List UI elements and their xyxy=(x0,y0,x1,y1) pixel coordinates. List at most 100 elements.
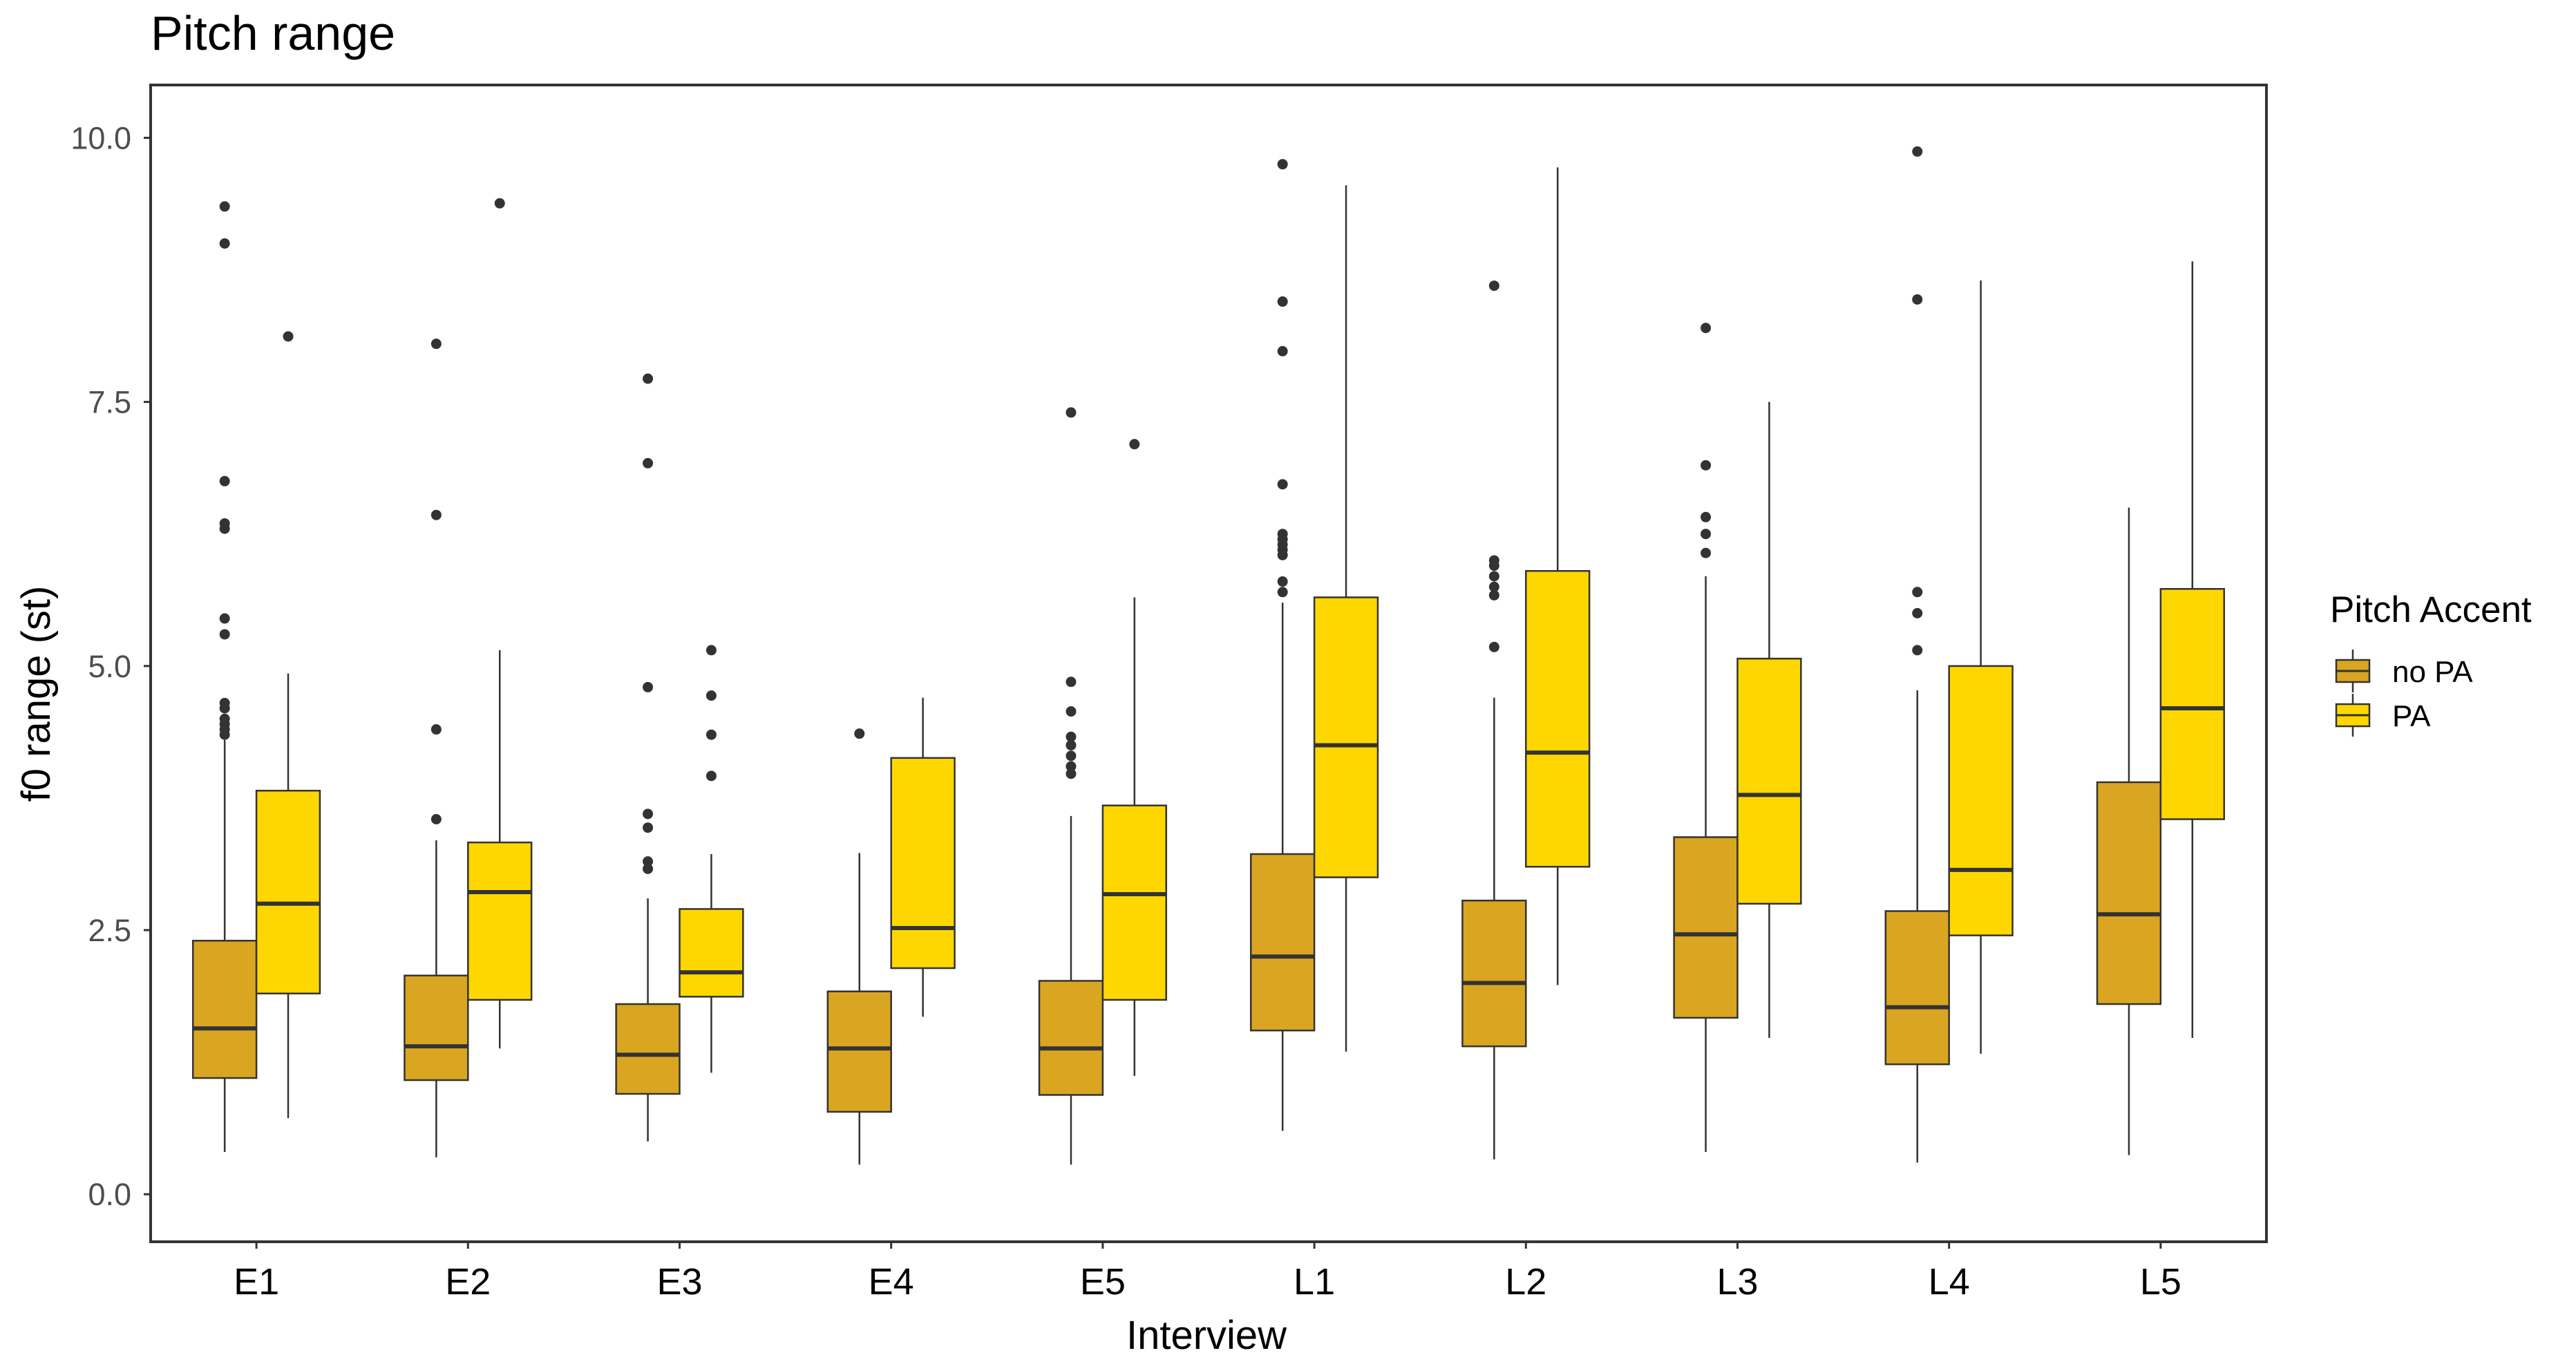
legend: Pitch Accent no PA PA xyxy=(2330,589,2532,737)
outlier-point xyxy=(1277,529,1288,540)
box-E3-PA xyxy=(679,645,744,1073)
y-tick-label: 0.0 xyxy=(88,1177,131,1212)
outlier-point xyxy=(430,724,442,735)
outlier-point xyxy=(1066,750,1077,762)
iqr-box xyxy=(255,789,321,994)
outlier-point xyxy=(1066,677,1077,688)
y-axis-title: f0 range (st) xyxy=(14,586,59,802)
outlier-point xyxy=(1912,146,1923,157)
iqr-box xyxy=(1038,980,1104,1096)
box-L5-no-PA xyxy=(2096,507,2162,1155)
x-axis-title: Interview xyxy=(1126,1313,1287,1358)
box-L2-PA xyxy=(1525,167,1591,985)
iqr-box xyxy=(1736,657,1802,905)
iqr-box xyxy=(826,990,892,1113)
iqr-box xyxy=(1101,804,1168,1001)
legend-label: no PA xyxy=(2392,655,2473,689)
box-E1-PA xyxy=(255,331,321,1119)
outlier-point xyxy=(1066,761,1077,772)
outlier-point xyxy=(1066,407,1077,418)
x-tick-label: L2 xyxy=(1505,1261,1546,1303)
x-tick-label: E5 xyxy=(1080,1261,1126,1303)
outlier-point xyxy=(643,856,654,867)
outlier-point xyxy=(1066,731,1077,742)
box-E3-no-PA xyxy=(615,373,681,1142)
box-L4-PA xyxy=(1948,280,2014,1054)
outlier-point xyxy=(1277,587,1288,598)
outlier-point xyxy=(219,629,230,640)
x-tick-label: E1 xyxy=(234,1261,279,1303)
outlier-point xyxy=(1701,547,1712,558)
box-E5-PA xyxy=(1101,439,1168,1076)
iqr-box xyxy=(679,908,744,998)
outlier-point xyxy=(283,331,294,342)
iqr-box xyxy=(1525,569,1591,868)
x-tick-label: L4 xyxy=(1929,1261,1970,1303)
outlier-point xyxy=(1066,739,1077,750)
outlier-point xyxy=(219,518,230,529)
outlier-point xyxy=(219,475,230,486)
outlier-point xyxy=(1912,294,1923,305)
box-L3-PA xyxy=(1736,401,1802,1038)
outlier-point xyxy=(1277,346,1288,357)
outlier-point xyxy=(643,808,654,820)
outlier-point xyxy=(1277,296,1288,307)
box-E4-no-PA xyxy=(826,728,892,1165)
outlier-point xyxy=(430,339,442,350)
box-L1-no-PA xyxy=(1249,159,1316,1131)
x-tick-label: E3 xyxy=(656,1261,702,1303)
outlier-point xyxy=(1129,439,1140,450)
box-E1-no-PA xyxy=(191,201,258,1153)
iqr-box xyxy=(890,757,956,970)
outlier-point xyxy=(1488,589,1499,600)
outlier-point xyxy=(430,813,442,824)
outlier-point xyxy=(643,373,654,384)
box-E2-no-PA xyxy=(404,339,469,1157)
outlier-point xyxy=(705,729,717,740)
iqr-box xyxy=(404,974,469,1081)
y-tick-label: 10.0 xyxy=(70,120,131,155)
outlier-point xyxy=(705,690,717,701)
box-L1-PA xyxy=(1313,185,1379,1052)
outlier-point xyxy=(1277,479,1288,490)
outlier-point xyxy=(643,822,654,833)
iqr-box xyxy=(1948,665,2014,936)
outlier-point xyxy=(219,613,230,624)
iqr-box xyxy=(1313,596,1379,878)
iqr-box xyxy=(467,841,533,1001)
outlier-point xyxy=(219,238,230,249)
box-E2-PA xyxy=(467,198,533,1049)
outlier-point xyxy=(1277,159,1288,170)
iqr-box xyxy=(1249,853,1316,1032)
x-tick-label: E4 xyxy=(869,1261,914,1303)
outlier-point xyxy=(1066,706,1077,717)
outlier-point xyxy=(1912,607,1923,618)
outlier-point xyxy=(219,713,230,724)
iqr-box xyxy=(1673,836,1739,1019)
outlier-point xyxy=(430,509,442,520)
outlier-point xyxy=(1488,280,1499,291)
outlier-point xyxy=(1701,460,1712,471)
x-tick-label: L5 xyxy=(2140,1261,2181,1303)
outlier-point xyxy=(1488,555,1499,566)
box-E5-no-PA xyxy=(1038,407,1104,1165)
legend-item-no-PA: no PA xyxy=(2335,650,2473,692)
outlier-point xyxy=(219,697,230,708)
box-L4-no-PA xyxy=(1884,146,1950,1163)
outlier-point xyxy=(643,457,654,469)
chart-title: Pitch range xyxy=(151,6,395,60)
x-tick-label: L3 xyxy=(1716,1261,1758,1303)
outlier-point xyxy=(1701,529,1712,540)
iqr-box xyxy=(615,1003,681,1095)
outlier-point xyxy=(643,863,654,874)
iqr-box xyxy=(1884,910,1950,1066)
iqr-box xyxy=(191,940,258,1079)
box-L2-no-PA xyxy=(1461,280,1527,1160)
x-tick-label: E2 xyxy=(445,1261,491,1303)
outlier-point xyxy=(1066,768,1077,779)
iqr-box xyxy=(1461,899,1527,1048)
box-L3-no-PA xyxy=(1673,323,1739,1153)
iqr-box xyxy=(2159,587,2226,820)
outlier-point xyxy=(643,681,654,692)
